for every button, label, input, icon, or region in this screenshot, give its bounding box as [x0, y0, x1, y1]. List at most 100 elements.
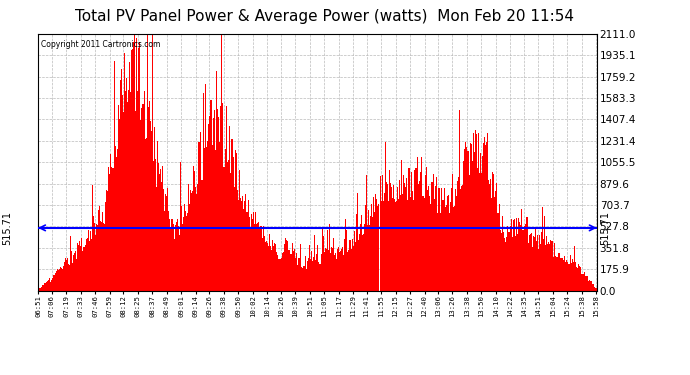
- Bar: [339, 252, 340, 291]
- Bar: [203, 93, 204, 291]
- Bar: [80, 246, 81, 291]
- Bar: [245, 194, 246, 291]
- Bar: [581, 274, 582, 291]
- Bar: [47, 281, 48, 291]
- Bar: [437, 213, 439, 291]
- Bar: [482, 156, 483, 291]
- Bar: [131, 50, 132, 291]
- Bar: [229, 126, 230, 291]
- Bar: [83, 247, 84, 291]
- Bar: [595, 288, 597, 291]
- Bar: [381, 201, 382, 291]
- Bar: [65, 258, 66, 291]
- Bar: [255, 212, 257, 291]
- Bar: [460, 189, 462, 291]
- Bar: [239, 170, 240, 291]
- Bar: [213, 118, 214, 291]
- Bar: [494, 197, 495, 291]
- Bar: [422, 196, 423, 291]
- Bar: [305, 256, 306, 291]
- Bar: [192, 191, 193, 291]
- Bar: [374, 212, 375, 291]
- Bar: [101, 222, 102, 291]
- Bar: [218, 117, 219, 291]
- Bar: [392, 198, 393, 291]
- Bar: [459, 110, 460, 291]
- Bar: [312, 261, 313, 291]
- Bar: [556, 257, 558, 291]
- Bar: [309, 245, 310, 291]
- Bar: [353, 231, 355, 291]
- Bar: [385, 141, 386, 291]
- Bar: [452, 174, 453, 291]
- Bar: [235, 153, 237, 291]
- Bar: [487, 134, 489, 291]
- Bar: [423, 196, 424, 291]
- Bar: [587, 281, 589, 291]
- Bar: [384, 193, 385, 291]
- Bar: [257, 223, 259, 291]
- Bar: [204, 84, 206, 291]
- Bar: [458, 177, 460, 291]
- Bar: [365, 205, 366, 291]
- Bar: [222, 103, 223, 291]
- Bar: [398, 200, 399, 291]
- Bar: [378, 204, 380, 291]
- Bar: [124, 53, 125, 291]
- Bar: [280, 259, 282, 291]
- Bar: [134, 34, 135, 291]
- Bar: [282, 253, 284, 291]
- Bar: [316, 254, 317, 291]
- Bar: [206, 147, 207, 291]
- Bar: [495, 190, 497, 291]
- Bar: [168, 211, 169, 291]
- Bar: [60, 267, 61, 291]
- Bar: [63, 262, 65, 291]
- Bar: [346, 230, 348, 291]
- Bar: [472, 161, 473, 291]
- Bar: [281, 258, 282, 291]
- Bar: [431, 182, 432, 291]
- Bar: [272, 240, 273, 291]
- Bar: [48, 280, 50, 291]
- Bar: [442, 200, 443, 291]
- Bar: [552, 241, 553, 291]
- Bar: [404, 183, 405, 291]
- Bar: [527, 243, 529, 291]
- Bar: [106, 190, 107, 291]
- Bar: [522, 230, 523, 291]
- Bar: [41, 287, 42, 291]
- Bar: [88, 242, 90, 291]
- Bar: [269, 234, 270, 291]
- Bar: [444, 207, 446, 291]
- Bar: [183, 217, 184, 291]
- Bar: [162, 166, 163, 291]
- Bar: [207, 141, 208, 291]
- Bar: [195, 187, 196, 291]
- Bar: [337, 249, 338, 291]
- Bar: [55, 271, 57, 291]
- Bar: [394, 199, 395, 291]
- Bar: [593, 287, 595, 291]
- Bar: [216, 70, 217, 291]
- Bar: [248, 200, 249, 291]
- Bar: [386, 184, 388, 291]
- Bar: [457, 180, 458, 291]
- Bar: [254, 224, 255, 291]
- Bar: [440, 189, 442, 291]
- Bar: [572, 259, 573, 291]
- Bar: [246, 212, 247, 291]
- Bar: [161, 182, 162, 291]
- Bar: [380, 176, 381, 291]
- Bar: [461, 186, 462, 291]
- Bar: [580, 267, 581, 291]
- Bar: [186, 216, 187, 291]
- Bar: [240, 198, 241, 291]
- Bar: [290, 254, 292, 291]
- Bar: [109, 174, 110, 291]
- Bar: [197, 184, 199, 291]
- Bar: [137, 91, 138, 291]
- Bar: [322, 236, 324, 291]
- Bar: [426, 166, 427, 291]
- Bar: [208, 116, 210, 291]
